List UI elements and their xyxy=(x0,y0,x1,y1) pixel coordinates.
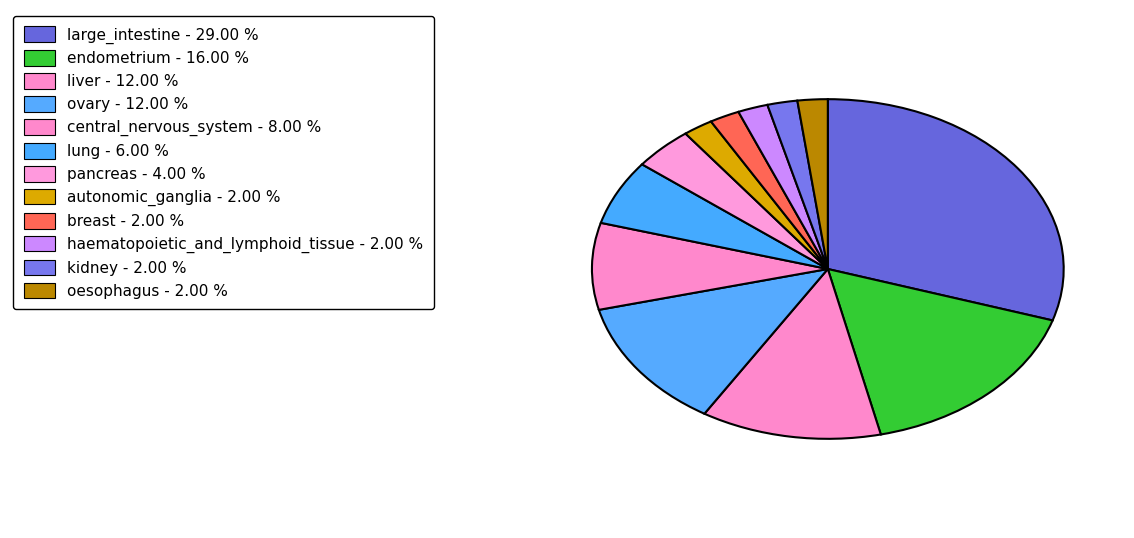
Wedge shape xyxy=(711,112,828,269)
Wedge shape xyxy=(738,105,828,269)
Wedge shape xyxy=(704,269,881,439)
Wedge shape xyxy=(828,99,1064,321)
Wedge shape xyxy=(599,269,828,414)
Legend: large_intestine - 29.00 %, endometrium - 16.00 %, liver - 12.00 %, ovary - 12.00: large_intestine - 29.00 %, endometrium -… xyxy=(14,16,433,309)
Wedge shape xyxy=(768,101,828,269)
Wedge shape xyxy=(828,269,1052,435)
Wedge shape xyxy=(592,223,828,310)
Wedge shape xyxy=(797,99,828,269)
Wedge shape xyxy=(642,133,828,269)
Wedge shape xyxy=(685,122,828,269)
Wedge shape xyxy=(601,164,828,269)
